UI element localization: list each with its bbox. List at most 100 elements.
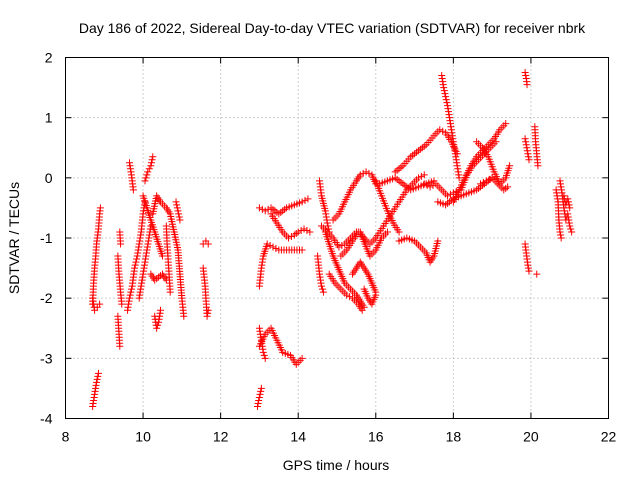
data-point <box>255 396 263 404</box>
data-point <box>560 192 568 200</box>
data-point <box>524 264 532 272</box>
data-point <box>153 324 161 332</box>
data-point <box>440 87 448 95</box>
data-point <box>444 199 452 207</box>
y-tick-label: -1 <box>40 230 53 246</box>
data-point <box>204 240 212 248</box>
data-point <box>204 306 212 314</box>
data-point <box>176 216 184 224</box>
data-point <box>324 222 332 230</box>
data-point <box>420 171 428 179</box>
data-point <box>414 174 422 182</box>
data-point <box>292 229 300 237</box>
data-point <box>399 180 407 188</box>
data-point <box>343 291 351 299</box>
data-point <box>566 222 574 230</box>
data-point <box>395 177 403 185</box>
data-point <box>257 387 265 395</box>
data-point <box>506 162 514 170</box>
data-point <box>523 147 531 155</box>
data-point <box>533 270 541 278</box>
data-point <box>255 204 263 212</box>
data-point <box>446 190 454 198</box>
data-point <box>154 321 162 329</box>
data-point <box>142 174 150 182</box>
data-point <box>269 205 277 213</box>
data-point <box>443 99 451 107</box>
data-point <box>442 96 450 104</box>
data-point <box>393 175 401 183</box>
y-tick-label: 0 <box>45 170 53 186</box>
data-point <box>166 288 174 296</box>
y-axis-label: SDTVAR / TECUs <box>6 182 22 294</box>
grid-lines <box>65 57 609 419</box>
data-point <box>504 183 512 191</box>
data-point <box>147 159 155 167</box>
data-point <box>116 342 124 350</box>
data-point <box>148 156 156 164</box>
data-point <box>127 288 135 296</box>
y-tick-label: -4 <box>40 411 53 427</box>
data-point <box>180 312 188 320</box>
data-point <box>411 150 419 158</box>
data-point <box>523 81 531 89</box>
data-point <box>175 210 183 218</box>
data-point <box>96 300 104 308</box>
data-point <box>444 192 452 200</box>
data-point <box>452 187 460 195</box>
data-point <box>485 175 493 183</box>
data-point <box>272 245 280 253</box>
data-point <box>275 210 283 218</box>
data-point <box>254 399 262 407</box>
data-point <box>149 153 157 161</box>
data-point <box>96 204 104 212</box>
data-point <box>298 246 306 254</box>
data-point <box>556 228 564 236</box>
data-point <box>418 144 426 152</box>
data-point <box>557 234 565 242</box>
x-tick-label: 10 <box>135 429 151 445</box>
data-point <box>521 69 529 77</box>
data-point <box>279 207 287 215</box>
data-point <box>93 375 101 383</box>
data-point <box>319 288 327 296</box>
data-point <box>441 90 449 98</box>
data-point <box>439 127 447 135</box>
data-point <box>417 172 425 180</box>
data-point <box>397 178 405 186</box>
data-point <box>125 294 133 302</box>
data-point <box>372 291 380 299</box>
x-tick-label: 8 <box>62 429 70 445</box>
data-point <box>118 300 126 308</box>
data-point <box>93 378 101 386</box>
data-point <box>318 285 326 293</box>
data-point <box>298 198 306 206</box>
data-point <box>479 178 487 186</box>
data-point <box>416 145 424 153</box>
x-tick-label: 14 <box>290 429 306 445</box>
data-point <box>522 141 530 149</box>
data-point <box>173 201 181 209</box>
data-point <box>133 255 141 263</box>
x-tick-label: 16 <box>368 429 384 445</box>
data-point <box>395 165 403 173</box>
data-point <box>144 168 152 176</box>
data-point <box>522 72 530 80</box>
data-point <box>362 168 370 176</box>
data-point <box>524 261 532 269</box>
data-point <box>255 393 263 401</box>
data-point <box>440 84 448 92</box>
data-point <box>409 151 417 159</box>
data-point <box>175 213 183 221</box>
data-point <box>358 306 366 314</box>
data-point <box>147 162 155 170</box>
data-point <box>413 148 421 156</box>
x-tick-label: 22 <box>601 429 617 445</box>
data-point <box>436 126 444 134</box>
data-point <box>525 156 533 164</box>
y-tick-labels: -4 -3 -2 -1 0 1 2 <box>40 50 53 427</box>
data-point <box>172 198 180 206</box>
data-point <box>261 354 269 362</box>
data-point <box>420 142 428 150</box>
y-tick-label: -2 <box>40 290 53 306</box>
